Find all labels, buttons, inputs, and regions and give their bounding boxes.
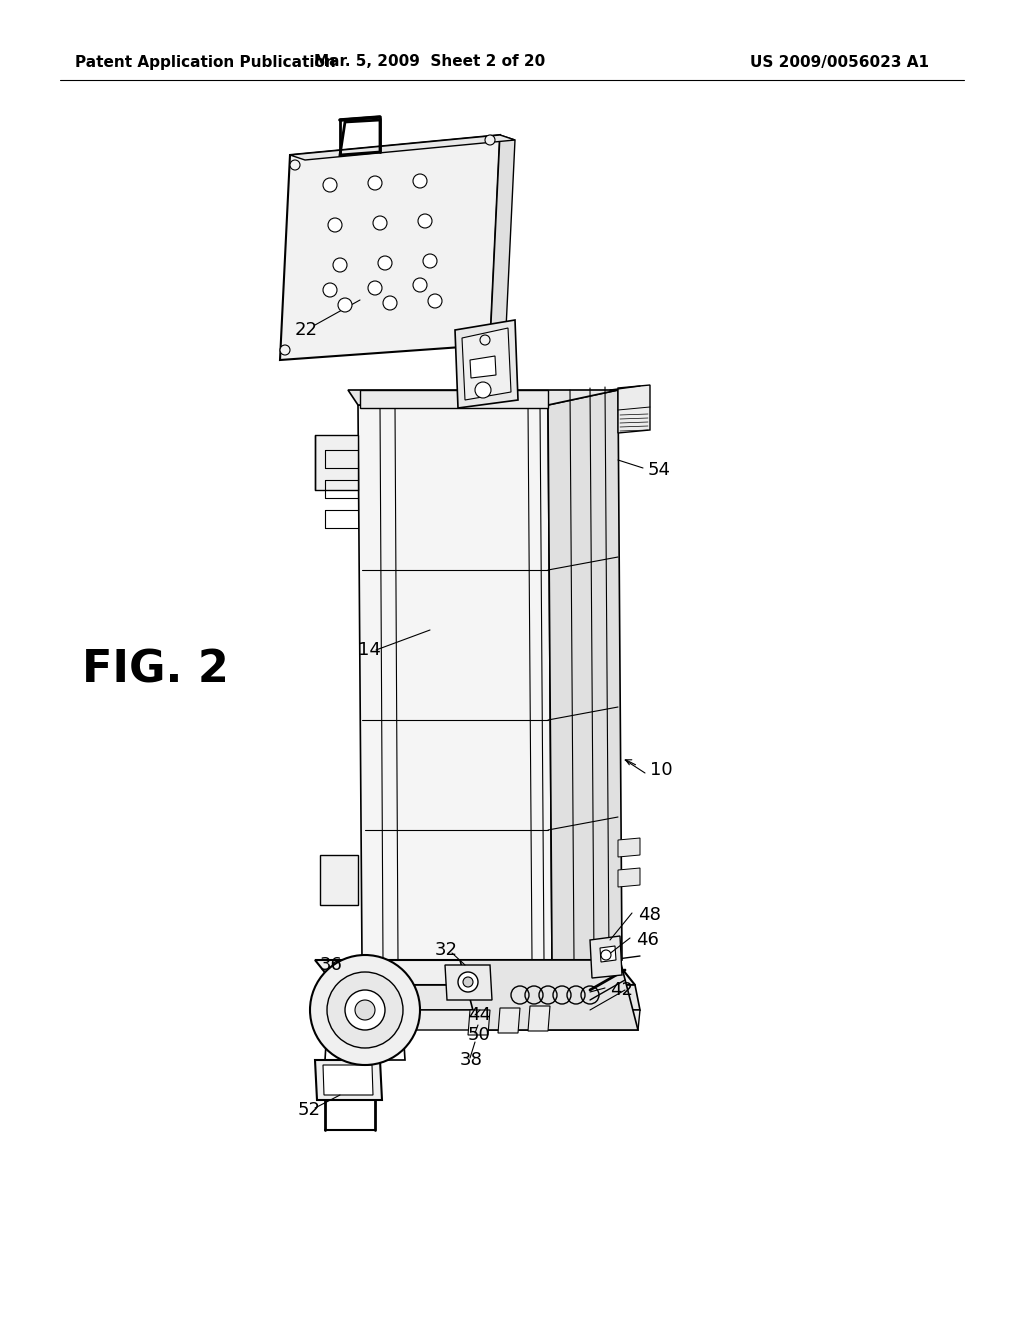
Polygon shape [470,356,496,378]
Circle shape [280,345,290,355]
Polygon shape [498,1008,520,1034]
Circle shape [383,296,397,310]
Circle shape [290,160,300,170]
Text: 42: 42 [610,981,633,999]
Circle shape [368,281,382,294]
Circle shape [413,279,427,292]
Circle shape [413,174,427,187]
Polygon shape [618,869,640,887]
Circle shape [423,253,437,268]
Circle shape [601,950,611,960]
Polygon shape [445,965,492,1001]
Polygon shape [290,135,515,160]
Polygon shape [590,936,622,978]
Text: 36: 36 [319,956,343,974]
Circle shape [333,257,347,272]
Circle shape [310,954,420,1065]
Circle shape [323,282,337,297]
Circle shape [480,335,490,345]
Text: 10: 10 [650,762,673,779]
Polygon shape [360,389,548,408]
Circle shape [373,216,387,230]
Polygon shape [618,385,650,433]
Circle shape [418,214,432,228]
Polygon shape [358,405,552,960]
Polygon shape [528,1006,550,1031]
Circle shape [485,135,495,145]
Circle shape [327,972,403,1048]
Text: 22: 22 [295,321,318,339]
Circle shape [463,977,473,987]
Polygon shape [319,855,358,906]
Text: 32: 32 [435,941,458,960]
Polygon shape [468,1010,490,1035]
Text: Patent Application Publication: Patent Application Publication [75,54,336,70]
Polygon shape [315,1060,382,1100]
Polygon shape [315,436,358,490]
Text: 46: 46 [636,931,658,949]
Text: 38: 38 [460,1051,483,1069]
Text: 52: 52 [298,1101,321,1119]
Circle shape [428,294,442,308]
Circle shape [475,381,490,399]
Text: 44: 44 [468,1006,490,1024]
Circle shape [328,218,342,232]
Polygon shape [490,135,515,350]
Circle shape [338,298,352,312]
Polygon shape [323,1065,373,1096]
Circle shape [458,972,478,993]
Text: 50: 50 [468,1026,490,1044]
Text: FIG. 2: FIG. 2 [82,648,228,692]
Text: Mar. 5, 2009  Sheet 2 of 20: Mar. 5, 2009 Sheet 2 of 20 [314,54,546,70]
Circle shape [323,178,337,191]
Text: US 2009/0056023 A1: US 2009/0056023 A1 [751,54,930,70]
Polygon shape [462,327,511,400]
Text: 48: 48 [638,906,660,924]
Circle shape [345,990,385,1030]
Polygon shape [548,389,622,960]
Polygon shape [618,838,640,857]
Circle shape [355,1001,375,1020]
Polygon shape [600,946,616,962]
Polygon shape [338,1010,640,1030]
Polygon shape [348,389,618,405]
Text: 14: 14 [358,642,381,659]
Polygon shape [280,135,500,360]
Circle shape [378,256,392,271]
Polygon shape [315,960,635,985]
Circle shape [368,176,382,190]
Polygon shape [335,985,640,1010]
Text: 54: 54 [648,461,671,479]
Polygon shape [455,319,518,408]
Polygon shape [460,960,638,1030]
